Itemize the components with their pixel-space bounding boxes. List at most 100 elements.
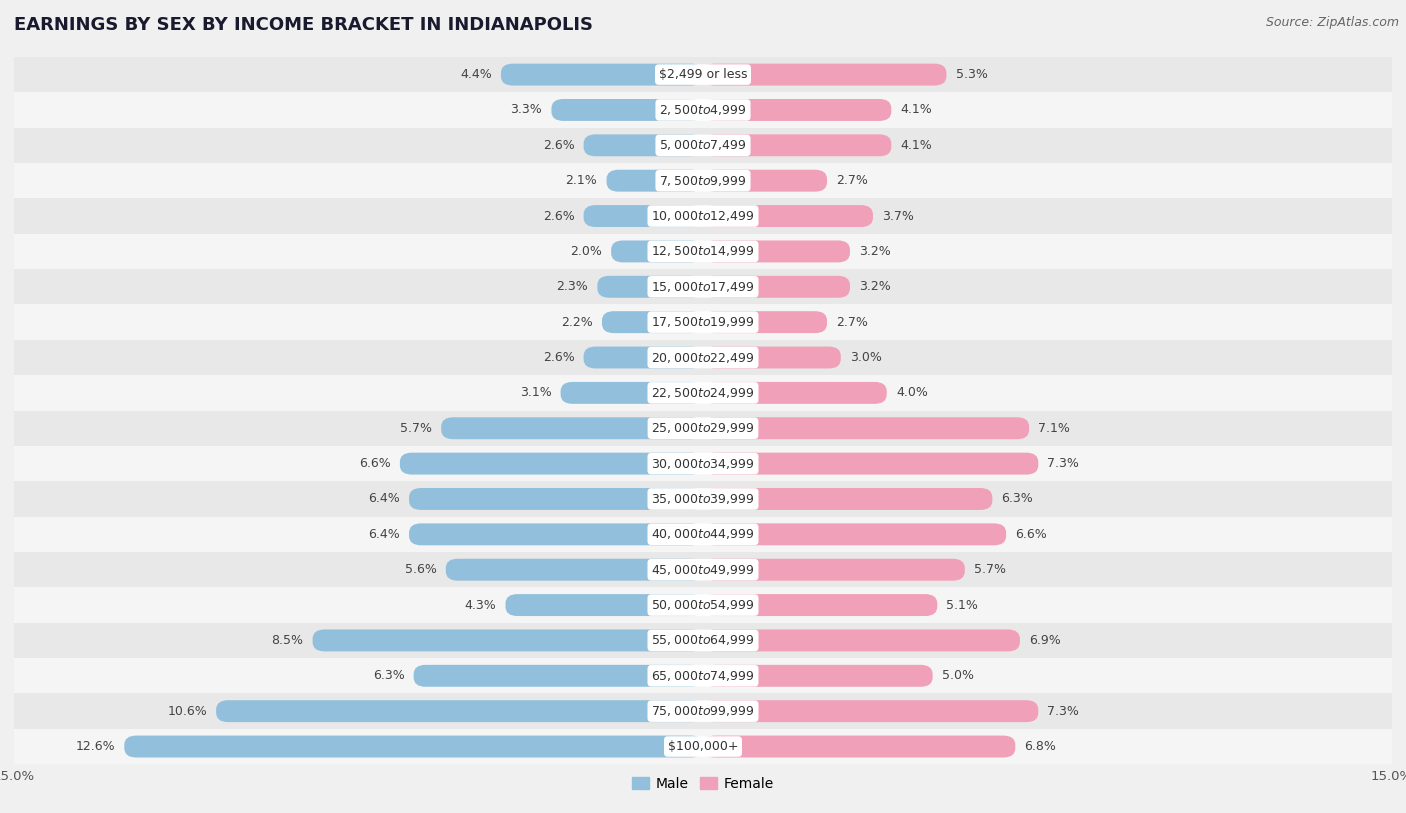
Text: 2.2%: 2.2% [561, 315, 593, 328]
Text: 2.0%: 2.0% [569, 245, 602, 258]
Text: $45,000 to $49,999: $45,000 to $49,999 [651, 563, 755, 576]
Text: 4.1%: 4.1% [900, 103, 932, 116]
Text: 2.7%: 2.7% [837, 174, 868, 187]
FancyBboxPatch shape [703, 134, 891, 156]
Text: 5.3%: 5.3% [956, 68, 987, 81]
Text: 7.3%: 7.3% [1047, 457, 1080, 470]
FancyBboxPatch shape [703, 524, 1007, 546]
Text: $55,000 to $64,999: $55,000 to $64,999 [651, 633, 755, 647]
FancyBboxPatch shape [703, 205, 873, 227]
Text: 7.1%: 7.1% [1038, 422, 1070, 435]
Text: 10.6%: 10.6% [167, 705, 207, 718]
Text: Source: ZipAtlas.com: Source: ZipAtlas.com [1265, 16, 1399, 29]
Text: $65,000 to $74,999: $65,000 to $74,999 [651, 669, 755, 683]
Bar [14, 517, 1392, 552]
Text: 8.5%: 8.5% [271, 634, 304, 647]
Text: $35,000 to $39,999: $35,000 to $39,999 [651, 492, 755, 506]
Bar [14, 693, 1392, 729]
Text: 4.0%: 4.0% [896, 386, 928, 399]
Text: 5.7%: 5.7% [401, 422, 432, 435]
FancyBboxPatch shape [598, 276, 703, 298]
FancyBboxPatch shape [703, 736, 1015, 758]
Bar [14, 446, 1392, 481]
FancyBboxPatch shape [583, 346, 703, 368]
Text: 6.6%: 6.6% [1015, 528, 1047, 541]
FancyBboxPatch shape [703, 382, 887, 404]
Text: 4.3%: 4.3% [464, 598, 496, 611]
Text: 2.7%: 2.7% [837, 315, 868, 328]
Text: EARNINGS BY SEX BY INCOME BRACKET IN INDIANAPOLIS: EARNINGS BY SEX BY INCOME BRACKET IN IND… [14, 16, 593, 34]
Bar [14, 128, 1392, 163]
Text: $40,000 to $44,999: $40,000 to $44,999 [651, 528, 755, 541]
Text: $25,000 to $29,999: $25,000 to $29,999 [651, 421, 755, 435]
Text: 6.3%: 6.3% [373, 669, 405, 682]
Text: 5.0%: 5.0% [942, 669, 974, 682]
FancyBboxPatch shape [703, 276, 851, 298]
Text: 2.6%: 2.6% [543, 139, 575, 152]
Text: $12,500 to $14,999: $12,500 to $14,999 [651, 245, 755, 259]
Text: $5,000 to $7,499: $5,000 to $7,499 [659, 138, 747, 152]
Text: $15,000 to $17,499: $15,000 to $17,499 [651, 280, 755, 293]
FancyBboxPatch shape [501, 63, 703, 85]
FancyBboxPatch shape [124, 736, 703, 758]
FancyBboxPatch shape [703, 99, 891, 121]
Bar [14, 729, 1392, 764]
Bar [14, 375, 1392, 411]
Bar [14, 552, 1392, 587]
FancyBboxPatch shape [703, 170, 827, 192]
Text: 6.4%: 6.4% [368, 528, 399, 541]
FancyBboxPatch shape [583, 134, 703, 156]
Text: $10,000 to $12,499: $10,000 to $12,499 [651, 209, 755, 223]
FancyBboxPatch shape [312, 629, 703, 651]
Text: 5.6%: 5.6% [405, 563, 437, 576]
Text: 3.7%: 3.7% [882, 210, 914, 223]
FancyBboxPatch shape [506, 594, 703, 616]
Text: 7.3%: 7.3% [1047, 705, 1080, 718]
FancyBboxPatch shape [703, 417, 1029, 439]
Text: 6.6%: 6.6% [359, 457, 391, 470]
Text: 3.0%: 3.0% [851, 351, 882, 364]
Text: 3.3%: 3.3% [510, 103, 543, 116]
Text: 6.3%: 6.3% [1001, 493, 1033, 506]
Text: $2,499 or less: $2,499 or less [659, 68, 747, 81]
Text: 4.1%: 4.1% [900, 139, 932, 152]
FancyBboxPatch shape [602, 311, 703, 333]
Text: $75,000 to $99,999: $75,000 to $99,999 [651, 704, 755, 718]
Bar [14, 269, 1392, 304]
Bar [14, 587, 1392, 623]
Text: $2,500 to $4,999: $2,500 to $4,999 [659, 103, 747, 117]
FancyBboxPatch shape [441, 417, 703, 439]
Bar [14, 659, 1392, 693]
Text: 3.2%: 3.2% [859, 245, 891, 258]
Bar [14, 233, 1392, 269]
FancyBboxPatch shape [703, 665, 932, 687]
FancyBboxPatch shape [703, 63, 946, 85]
Text: 6.9%: 6.9% [1029, 634, 1062, 647]
Text: 2.6%: 2.6% [543, 351, 575, 364]
FancyBboxPatch shape [703, 594, 938, 616]
Text: 3.2%: 3.2% [859, 280, 891, 293]
FancyBboxPatch shape [606, 170, 703, 192]
Text: 5.1%: 5.1% [946, 598, 979, 611]
Text: $17,500 to $19,999: $17,500 to $19,999 [651, 315, 755, 329]
Text: 4.4%: 4.4% [460, 68, 492, 81]
Bar [14, 411, 1392, 446]
FancyBboxPatch shape [703, 241, 851, 263]
FancyBboxPatch shape [703, 629, 1019, 651]
Text: 2.1%: 2.1% [565, 174, 598, 187]
FancyBboxPatch shape [217, 700, 703, 722]
Text: 3.1%: 3.1% [520, 386, 551, 399]
Text: $100,000+: $100,000+ [668, 740, 738, 753]
FancyBboxPatch shape [703, 346, 841, 368]
Text: 6.4%: 6.4% [368, 493, 399, 506]
Bar [14, 340, 1392, 375]
FancyBboxPatch shape [703, 311, 827, 333]
FancyBboxPatch shape [703, 488, 993, 510]
FancyBboxPatch shape [612, 241, 703, 263]
Text: $20,000 to $22,499: $20,000 to $22,499 [651, 350, 755, 364]
FancyBboxPatch shape [561, 382, 703, 404]
Bar [14, 623, 1392, 658]
Text: $7,500 to $9,999: $7,500 to $9,999 [659, 174, 747, 188]
FancyBboxPatch shape [413, 665, 703, 687]
Text: 12.6%: 12.6% [76, 740, 115, 753]
